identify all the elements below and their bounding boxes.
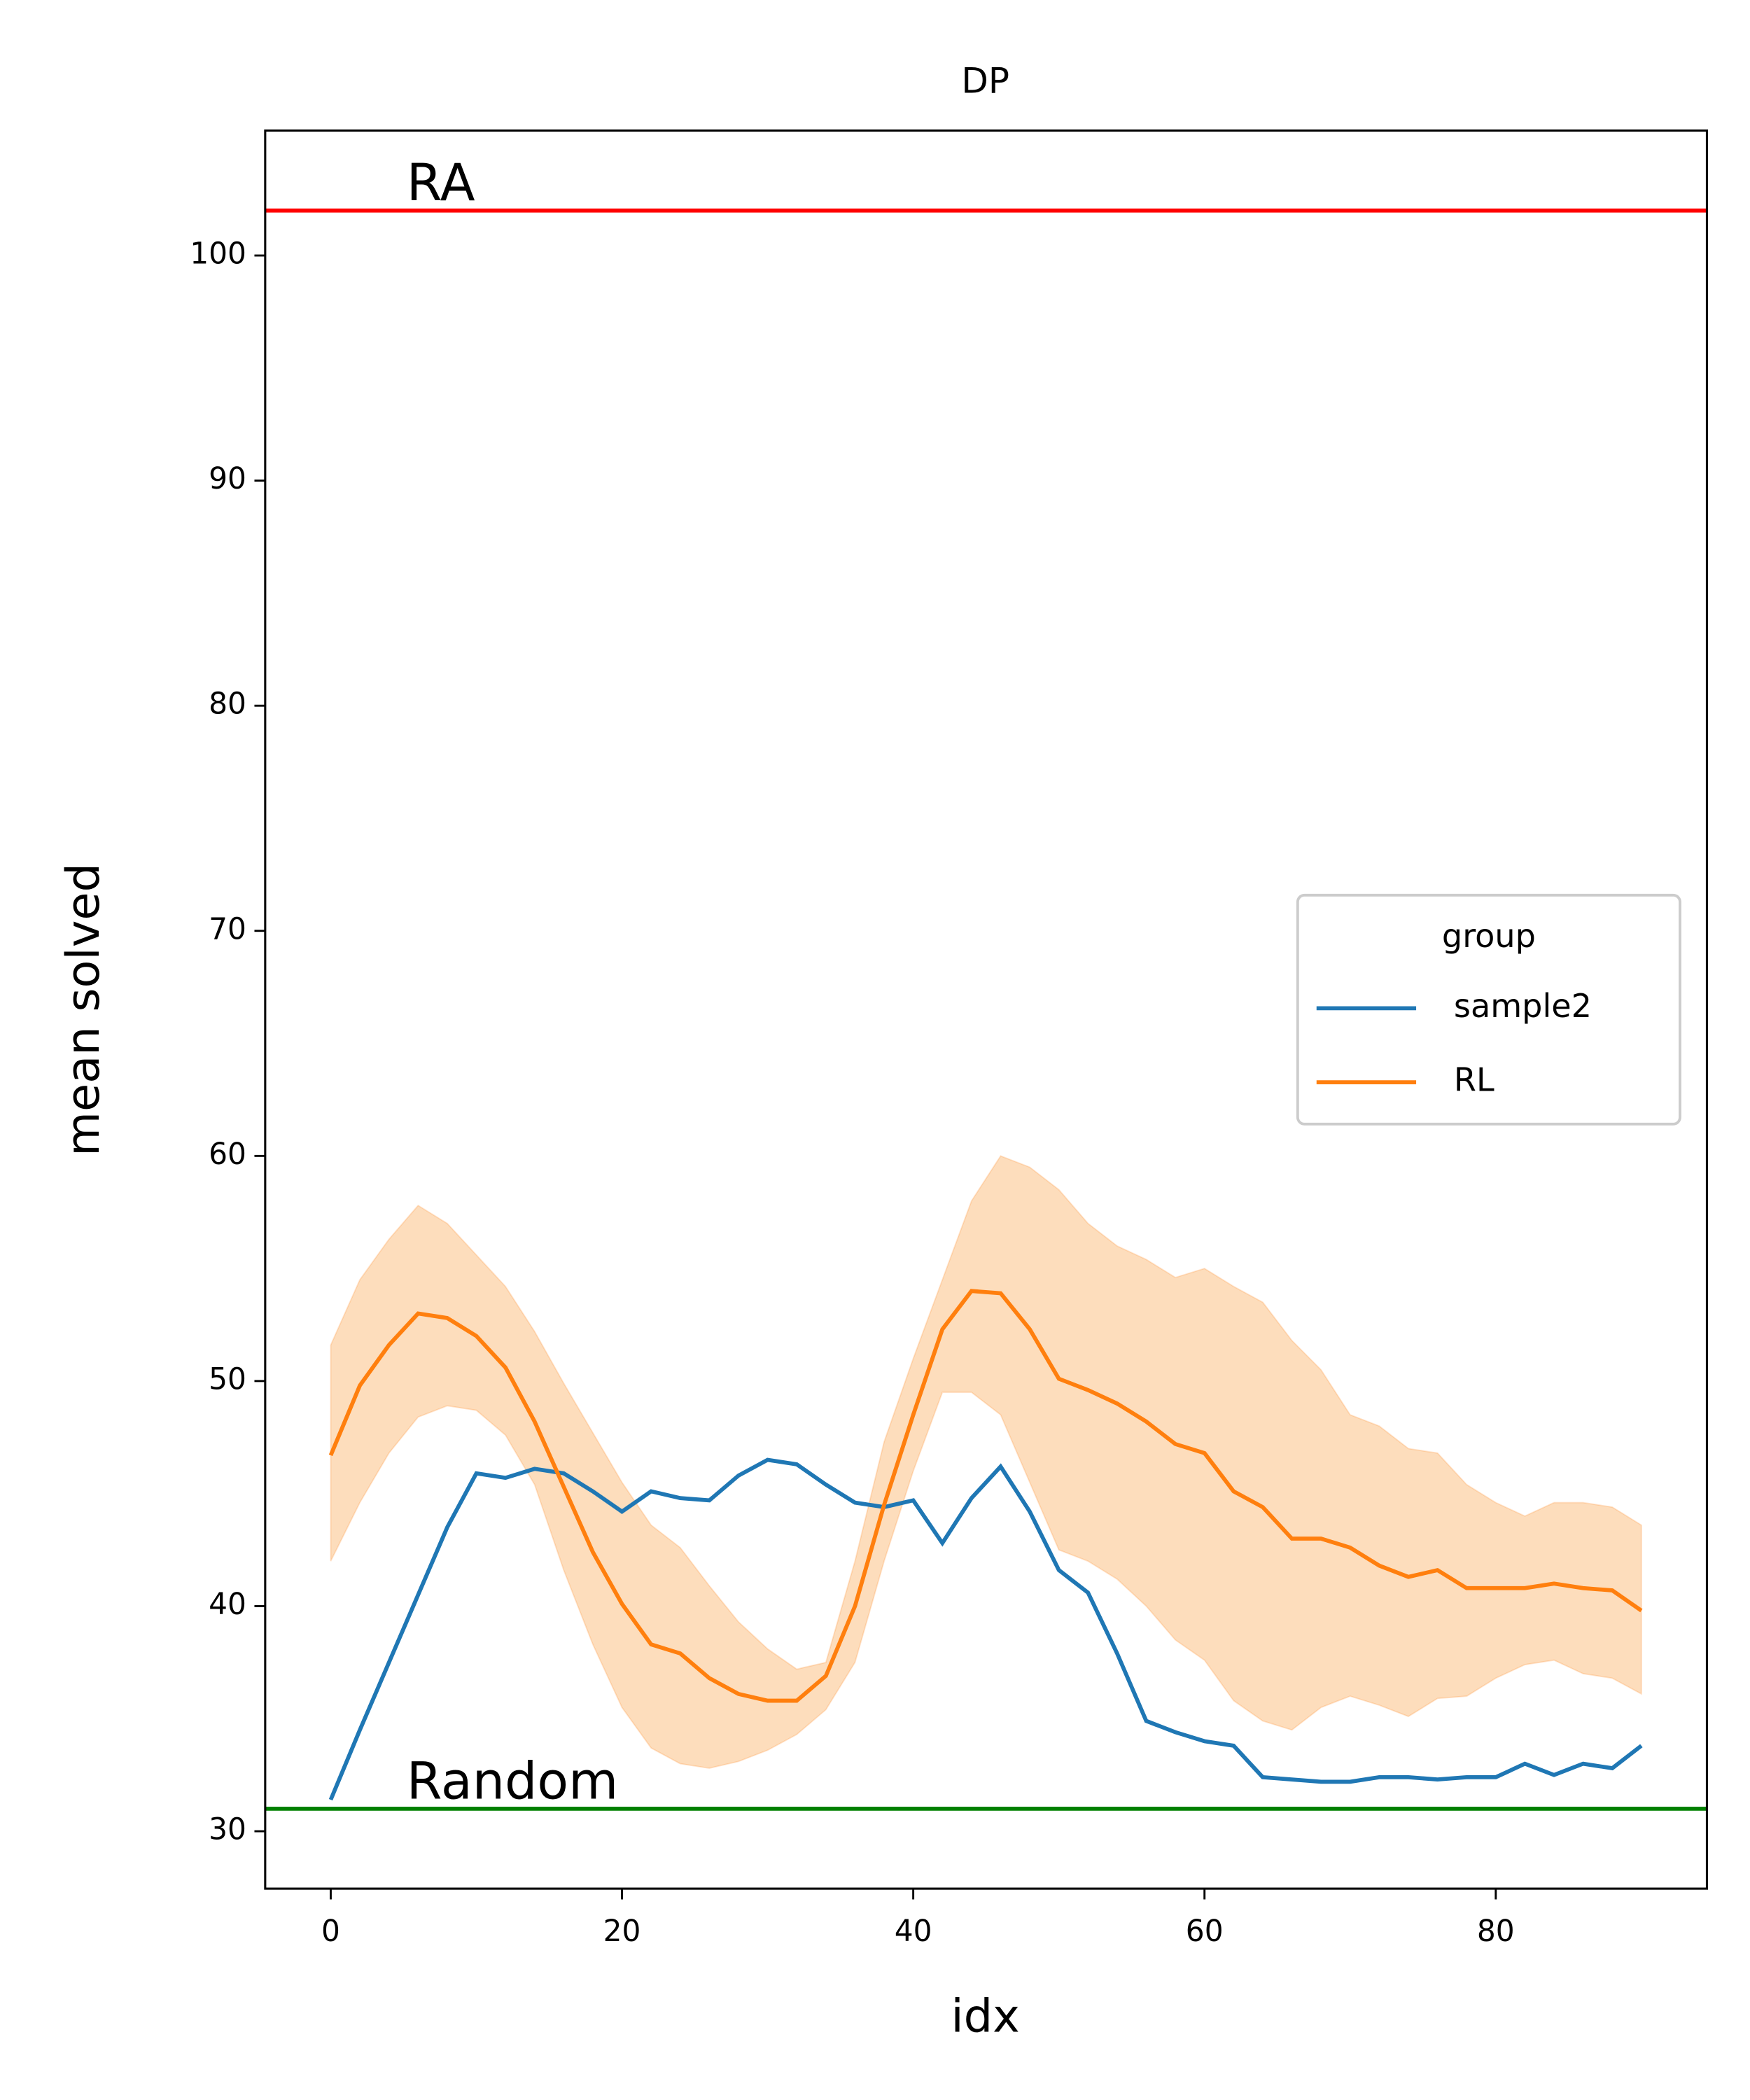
chart-title: DP — [961, 61, 1009, 102]
legend-label: RL — [1454, 1061, 1494, 1099]
x-tick-label: 20 — [603, 1914, 641, 1948]
plot-frame — [264, 130, 1708, 1890]
legend-label: sample2 — [1454, 987, 1592, 1025]
series-line — [328, 1457, 1643, 1801]
x-tick-label: 80 — [1477, 1914, 1515, 1948]
series-line — [328, 1289, 1643, 1703]
y-tick-label: 60 — [209, 1137, 246, 1171]
reference-label: RA — [407, 153, 475, 213]
y-tick-label: 40 — [209, 1587, 246, 1621]
x-tick-label: 60 — [1186, 1914, 1224, 1948]
y-tick-label: 50 — [209, 1362, 246, 1396]
legend-box — [1296, 893, 1681, 1126]
x-axis-label: idx — [951, 1990, 1020, 2043]
x-tick-label: 0 — [321, 1914, 340, 1948]
y-tick-label: 70 — [209, 911, 246, 946]
reference-label: Random — [407, 1751, 619, 1811]
y-tick-label: 30 — [209, 1812, 246, 1847]
y-tick-label: 90 — [209, 461, 246, 496]
y-axis-label: mean solved — [57, 863, 110, 1156]
y-tick-label: 100 — [190, 237, 246, 271]
y-tick-label: 80 — [209, 687, 246, 721]
legend-title: group — [1442, 917, 1536, 955]
confidence-band — [330, 1155, 1642, 1770]
x-tick-label: 40 — [895, 1914, 932, 1948]
